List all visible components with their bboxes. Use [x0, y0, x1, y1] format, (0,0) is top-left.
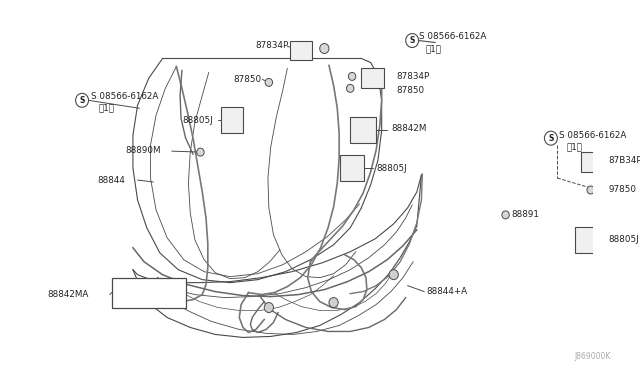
- Text: （1）: （1）: [426, 44, 442, 53]
- Text: 87834P: 87834P: [255, 41, 288, 50]
- Text: 97850: 97850: [608, 186, 636, 195]
- Circle shape: [329, 298, 338, 308]
- Text: 88891: 88891: [511, 211, 539, 219]
- Circle shape: [76, 93, 88, 107]
- Circle shape: [348, 73, 356, 80]
- Text: 87834P: 87834P: [396, 72, 429, 81]
- Text: S: S: [548, 134, 554, 143]
- Text: 87850: 87850: [396, 86, 424, 95]
- Text: S: S: [79, 96, 84, 105]
- Circle shape: [406, 33, 419, 48]
- Circle shape: [320, 44, 329, 54]
- Bar: [340, 155, 364, 181]
- Bar: [581, 152, 604, 172]
- Text: S 08566-6162A: S 08566-6162A: [559, 131, 627, 140]
- Text: 87850: 87850: [234, 75, 262, 84]
- Text: 88805J: 88805J: [376, 164, 407, 173]
- Bar: [290, 41, 312, 61]
- Text: （1）: （1）: [566, 142, 582, 152]
- Text: （1）: （1）: [99, 104, 115, 113]
- Circle shape: [502, 211, 509, 219]
- Circle shape: [264, 302, 273, 312]
- Text: 88844: 88844: [98, 176, 125, 185]
- Circle shape: [196, 148, 204, 156]
- Circle shape: [346, 84, 354, 92]
- Text: S 08566-6162A: S 08566-6162A: [419, 32, 486, 41]
- Text: 88805J: 88805J: [183, 116, 214, 125]
- Bar: [111, 278, 186, 308]
- Text: S: S: [410, 36, 415, 45]
- Text: 88844+A: 88844+A: [426, 287, 467, 296]
- Bar: [221, 107, 243, 133]
- Text: 88805J: 88805J: [608, 235, 639, 244]
- Circle shape: [545, 131, 557, 145]
- Text: 87B34P: 87B34P: [608, 155, 640, 164]
- Bar: [350, 117, 376, 143]
- Text: S 08566-6162A: S 08566-6162A: [92, 92, 159, 101]
- Circle shape: [587, 186, 595, 194]
- Text: 88842M: 88842M: [391, 124, 426, 133]
- Circle shape: [265, 78, 273, 86]
- Bar: [575, 227, 601, 253]
- Text: J869000K: J869000K: [574, 352, 611, 361]
- Bar: [362, 68, 383, 89]
- Text: 88842MA: 88842MA: [47, 290, 88, 299]
- Text: 88890M: 88890M: [125, 145, 161, 155]
- Circle shape: [389, 270, 398, 280]
